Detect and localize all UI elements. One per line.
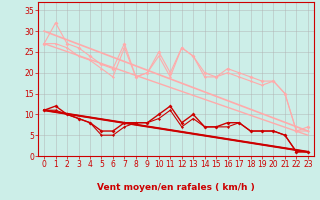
X-axis label: Vent moyen/en rafales ( km/h ): Vent moyen/en rafales ( km/h ) xyxy=(97,183,255,192)
